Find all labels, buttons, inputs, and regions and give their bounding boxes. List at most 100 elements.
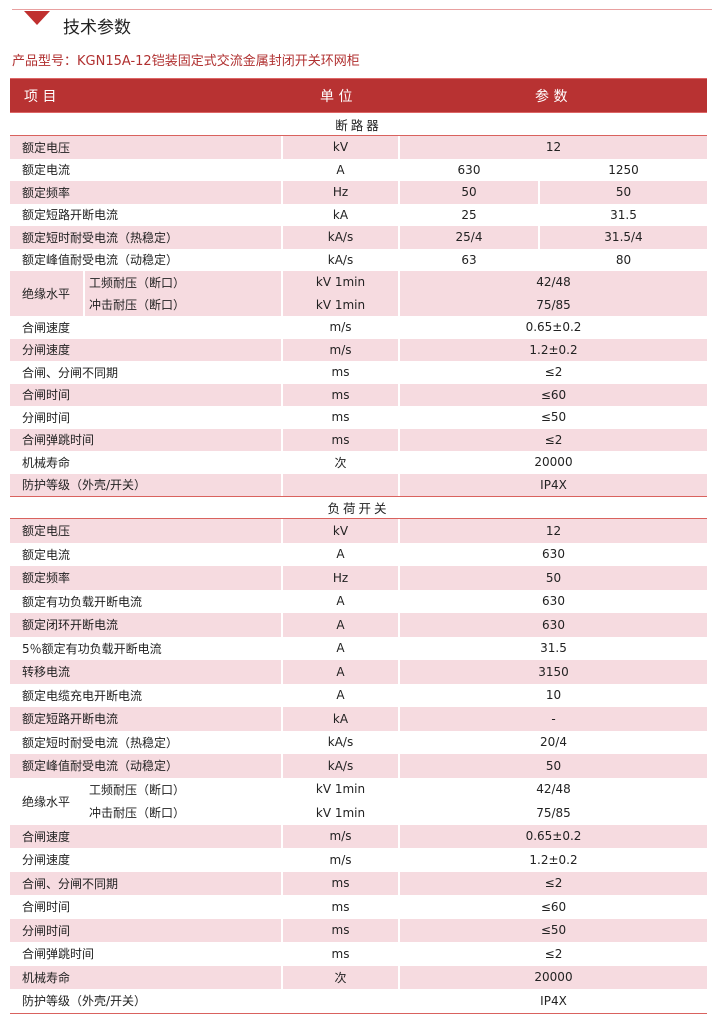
item-label: 额定峰值耐受电流（动稳定） (10, 248, 283, 271)
item-label: 额定电流 (10, 542, 283, 566)
unit-cell: A (283, 683, 400, 707)
unit-cell: kA/s (283, 754, 400, 778)
table-row: 合闸时间 ms ≤60 (10, 895, 707, 919)
section-heading: 断路器 (10, 113, 707, 136)
value-cell: 31.5/4 (604, 230, 643, 245)
table-row: 冲击耐压（断口） kV 1min 75/85 (10, 801, 707, 825)
table-row: 额定电流 A 630 1250 (10, 158, 707, 181)
value-cell: 50 (545, 570, 562, 585)
item-label: 机械寿命 (10, 965, 283, 989)
unit-cell: A (283, 158, 400, 181)
item-label: 工频耐压（断口） (85, 777, 283, 801)
item-label: 额定电缆充电开断电流 (10, 683, 283, 707)
value-cell: 12 (545, 523, 562, 538)
table-row: 工频耐压（断口） kV 1min 42/48 (10, 271, 707, 294)
value-cell: 31.5 (540, 641, 567, 656)
section-heading: 负荷开关 (10, 496, 707, 519)
table-row: 合闸时间 ms ≤60 (10, 383, 707, 406)
item-label: 防护等级（外壳/开关） (10, 473, 283, 496)
item-label: 机械寿命 (10, 451, 283, 474)
value-cell: 80 (615, 252, 632, 267)
value-cell: 630 (400, 158, 540, 181)
item-label: 合闸弹跳时间 (10, 428, 283, 451)
unit-cell: kV (283, 136, 400, 159)
value-cell: 12 (545, 140, 562, 155)
table-row: 额定有功负载开断电流 A 630 (10, 589, 707, 613)
item-label: 额定频率 (10, 566, 283, 590)
top-divider (12, 9, 712, 10)
item-label: 转移电流 (10, 660, 283, 684)
table-row: 额定短路开断电流 kA 25 31.5 (10, 203, 707, 226)
value-cell: ≤2 (544, 365, 563, 380)
unit-cell (283, 473, 400, 496)
item-label: 额定电压 (10, 136, 283, 159)
item-label: 工频耐压（断口） (85, 271, 283, 294)
value-cell: 42/48 (536, 275, 571, 290)
unit-cell: kA/s (283, 226, 400, 249)
item-label: 分闸时间 (10, 918, 283, 942)
item-label: 分闸速度 (10, 848, 283, 872)
item-label: 额定短时耐受电流（热稳定） (10, 730, 283, 754)
value-cell: IP4X (540, 993, 567, 1008)
triangle-marker-icon (24, 11, 50, 25)
item-label: 额定电流 (10, 158, 283, 181)
table-row: 额定峰值耐受电流（动稳定） kA/s 63 80 (10, 248, 707, 271)
unit-cell: kV 1min (283, 271, 400, 294)
table-row: 额定电缆充电开断电流 A 10 (10, 683, 707, 707)
unit-cell: Hz (283, 181, 400, 204)
unit-cell: 次 (283, 451, 400, 474)
unit-cell: 次 (283, 965, 400, 989)
page-title: 技术参数 (63, 18, 131, 38)
unit-cell: ms (283, 383, 400, 406)
value-cell: 25 (400, 203, 540, 226)
value-cell: 50 (615, 185, 632, 200)
spec-table: 项 目 单 位 参 数 断路器 额定电压 kV 12 额定电流 A 630 1250 额定频率 H… (10, 78, 707, 1014)
value-cell: 630 (542, 594, 565, 609)
unit-cell: ms (283, 871, 400, 895)
unit-cell: kA/s (283, 248, 400, 271)
item-label: 合闸时间 (10, 383, 283, 406)
item-label: 额定短路开断电流 (10, 203, 283, 226)
value-cell: 50 (545, 758, 562, 773)
table-row: 防护等级（外壳/开关） IP4X (10, 473, 707, 496)
unit-cell: kV 1min (283, 777, 400, 801)
table-row: 合闸、分闸不同期 ms ≤2 (10, 871, 707, 895)
value-cell: 0.65±0.2 (525, 320, 582, 335)
item-label: 分闸时间 (10, 406, 283, 429)
unit-cell: A (283, 542, 400, 566)
unit-cell: kV (283, 519, 400, 543)
value-cell: 1250 (608, 162, 639, 177)
unit-cell: Hz (283, 566, 400, 590)
table-row: 额定电压 kV 12 (10, 519, 707, 543)
value-cell: ≤50 (540, 923, 567, 938)
value-cell: 0.65±0.2 (525, 829, 582, 844)
item-label: 合闸弹跳时间 (10, 942, 283, 966)
item-label: 额定闭环开断电流 (10, 613, 283, 637)
value-cell: 1.2±0.2 (529, 342, 578, 357)
value-cell: 630 (542, 547, 565, 562)
value-cell: ≤60 (540, 899, 567, 914)
value-cell: - (551, 711, 556, 726)
header-item: 项 目 (24, 88, 57, 105)
table-bottom-line (10, 1012, 707, 1014)
table-row: 分闸时间 ms ≤50 (10, 406, 707, 429)
value-cell: 31.5 (610, 207, 637, 222)
table-row: 额定频率 Hz 50 50 (10, 181, 707, 204)
value-cell: 630 (542, 617, 565, 632)
table-row: 合闸弹跳时间 ms ≤2 (10, 428, 707, 451)
header-unit: 单 位 (320, 88, 353, 105)
item-label: 5％额定有功负载开断电流 (10, 636, 283, 660)
table-row: 工频耐压（断口） kV 1min 42/48 (10, 777, 707, 801)
insulation-group: 绝缘水平 工频耐压（断口） kV 1min 42/48 冲击耐压（断口） kV 1min 7… (10, 271, 707, 316)
insulation-group: 绝缘水平 工频耐压（断口） kV 1min 42/48 冲击耐压（断口） kV 1min 7… (10, 777, 707, 825)
value-cell: 3150 (538, 664, 569, 679)
value-cell: 20/4 (540, 735, 567, 750)
unit-cell: kA/s (283, 730, 400, 754)
table-row: 合闸弹跳时间 ms ≤2 (10, 942, 707, 966)
table-row: 机械寿命次 20000 (10, 451, 707, 474)
unit-cell: ms (283, 428, 400, 451)
table-row: 额定峰值耐受电流（动稳定） kA/s 50 (10, 754, 707, 778)
item-label: 防护等级（外壳/开关） (10, 989, 283, 1013)
item-label: 冲击耐压（断口） (85, 293, 283, 316)
item-label: 额定电压 (10, 519, 283, 543)
